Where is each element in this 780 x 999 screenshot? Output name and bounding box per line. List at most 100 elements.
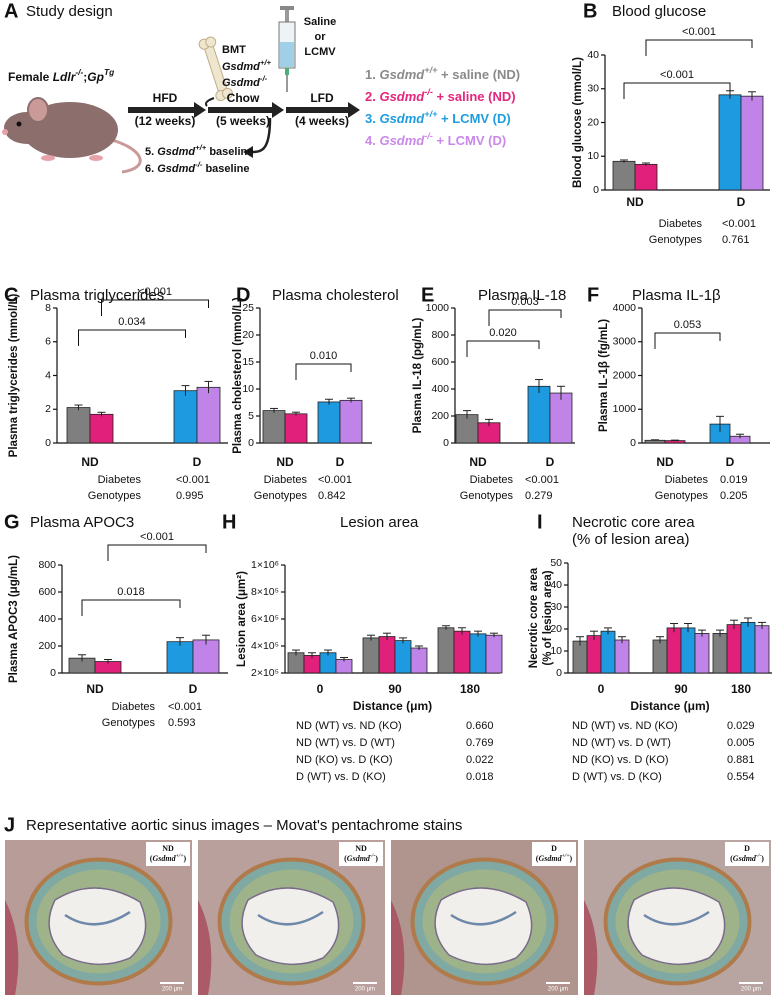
x-tick-label: D (193, 455, 202, 469)
y-tick-label: 2×10⁵ (251, 667, 279, 679)
panel-letter: C (4, 284, 18, 306)
stat-label: ND (WT) vs. ND (KO) (572, 720, 678, 732)
y-tick-label: 1000 (426, 302, 450, 314)
syringe-tip (285, 68, 289, 75)
valve-leaflet (257, 910, 324, 926)
x-axis-label: Distance (μm) (353, 699, 432, 713)
y-tick-label: 20 (587, 116, 599, 128)
bar (262, 410, 286, 444)
syringe-liquid (280, 42, 294, 67)
x-tick-label: ND (86, 682, 104, 696)
syringe-plunger (280, 6, 294, 10)
bar (287, 652, 305, 674)
superscript: -/- (260, 74, 268, 83)
y-tick-label: 1000 (613, 403, 637, 415)
text-segment: Gsdmd (222, 77, 260, 89)
stat-label: Genotypes (655, 490, 709, 502)
stat-value: 0.769 (466, 737, 494, 749)
bar (726, 624, 742, 674)
panel-title: Plasma APOC3 (30, 514, 134, 531)
lumen (48, 887, 147, 966)
panel-letter: F (587, 284, 599, 306)
y-tick-label: 0 (630, 437, 636, 449)
superscript: -/- (195, 160, 203, 169)
p-value: <0.001 (682, 26, 716, 38)
stat-label: Diabetes (264, 474, 308, 486)
y-tick-label: 800 (431, 329, 449, 341)
stat-label: Diabetes (98, 474, 142, 486)
superscript: +/+ (176, 853, 184, 859)
step-label: Chow (227, 91, 260, 105)
text-segment: 1. (365, 67, 379, 82)
stat-value: 0.205 (720, 490, 748, 502)
group-label: 4. Gsdmd-/- + LCMV (D) (365, 131, 506, 148)
bar (614, 639, 630, 674)
text-segment: Gsdmd (157, 163, 195, 175)
x-tick-label: D (189, 682, 198, 696)
bar (410, 647, 428, 674)
significance-bracket (466, 340, 540, 357)
x-tick-label: 180 (460, 682, 480, 696)
text-segment: Ldlr (53, 70, 77, 84)
superscript: -/- (424, 87, 433, 97)
p-value: 0.010 (310, 350, 338, 362)
y-axis-label: (% of lesion area) (542, 570, 554, 665)
baseline-arrow (251, 117, 272, 154)
bar (173, 390, 198, 444)
y-tick-label: 0 (50, 667, 56, 679)
mouse-eye (16, 121, 22, 127)
y-axis-label: Lesion area (μm²) (236, 571, 248, 667)
step-duration: (4 weeks) (295, 114, 349, 128)
stat-value: 0.029 (727, 720, 755, 732)
injection-label: LCMV (304, 46, 336, 58)
y-tick-label: 10 (550, 645, 562, 657)
step-duration: (12 weeks) (135, 114, 196, 128)
y-tick-label: 30 (587, 83, 599, 95)
panel-letter: G (4, 511, 20, 533)
y-tick-label: 50 (550, 557, 562, 569)
histology-image: ND(Gsdmd+/+)200 μm (5, 840, 192, 995)
group-label: 3. Gsdmd+/+ + LCMV (D) (365, 109, 511, 126)
bar (453, 630, 471, 674)
x-tick-label: D (546, 455, 555, 469)
significance-bracket (623, 82, 731, 99)
superscript: +/+ (424, 65, 438, 75)
superscript: -/- (370, 853, 375, 859)
arrow-head (348, 102, 360, 118)
text-segment: ( (344, 854, 347, 863)
text-segment: + LCMV (D) (433, 133, 506, 148)
muscle-tissue (584, 900, 598, 995)
stat-value: <0.001 (318, 474, 352, 486)
stat-label: D (WT) vs. D (KO) (296, 771, 386, 783)
arrow-head (272, 102, 284, 118)
text-segment: Gsdmd (152, 854, 176, 863)
text-segment: ( (536, 854, 539, 863)
y-tick-label: 200 (431, 410, 449, 422)
image-genotype-label: (Gsdmd-/-) (730, 853, 764, 863)
stat-value: <0.001 (525, 474, 559, 486)
significance-bracket (295, 363, 352, 380)
bar (694, 633, 710, 674)
arrow-head (243, 146, 253, 158)
text-segment: ) (184, 854, 187, 863)
stat-value: 0.005 (727, 737, 755, 749)
panel-title: (% of lesion area) (572, 531, 690, 548)
text-segment: baseline (202, 163, 249, 175)
x-tick-label: D (726, 455, 735, 469)
text-segment: ) (570, 854, 573, 863)
y-tick-label: 200 (38, 640, 56, 652)
p-value: <0.001 (138, 286, 172, 298)
superscript: -/- (75, 67, 83, 77)
bar (166, 641, 194, 674)
bar (549, 392, 573, 444)
y-tick-label: 10 (587, 150, 599, 162)
bar (339, 399, 363, 444)
y-axis-label: Blood glucose (mmol/L) (572, 57, 584, 188)
y-axis-label: Plasma IL-18 (pg/mL) (412, 318, 424, 434)
p-value: <0.001 (140, 531, 174, 543)
bar (284, 413, 308, 444)
superscript: +/+ (424, 109, 438, 119)
y-tick-label: 800 (38, 559, 56, 571)
step-label: LFD (310, 91, 334, 105)
x-tick-label: ND (626, 195, 644, 209)
